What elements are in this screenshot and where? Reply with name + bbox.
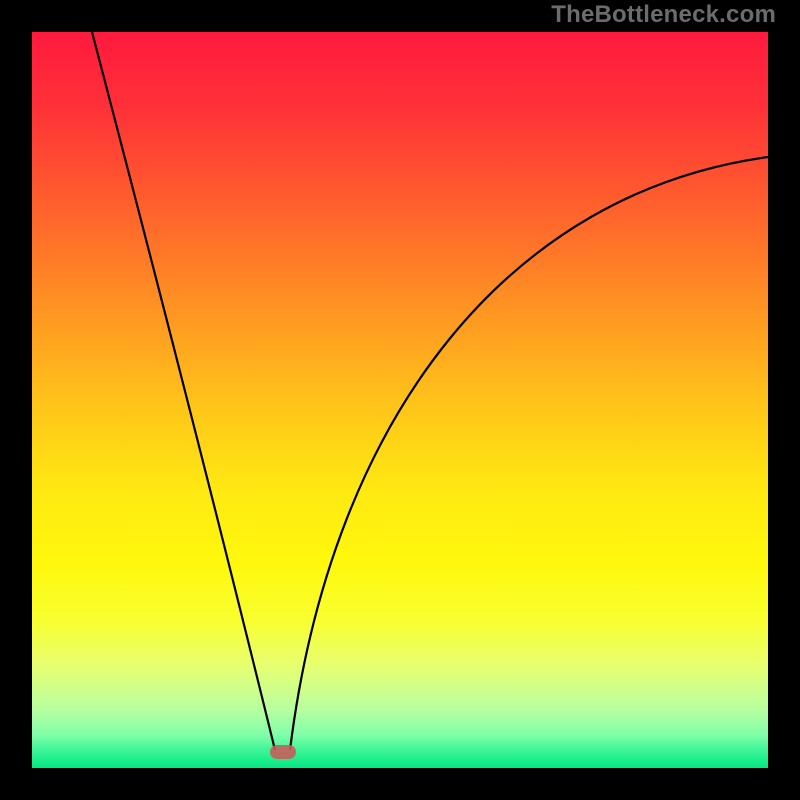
optimum-marker <box>270 745 296 759</box>
gradient-background <box>32 32 768 768</box>
watermark-text: TheBottleneck.com <box>551 1 776 29</box>
